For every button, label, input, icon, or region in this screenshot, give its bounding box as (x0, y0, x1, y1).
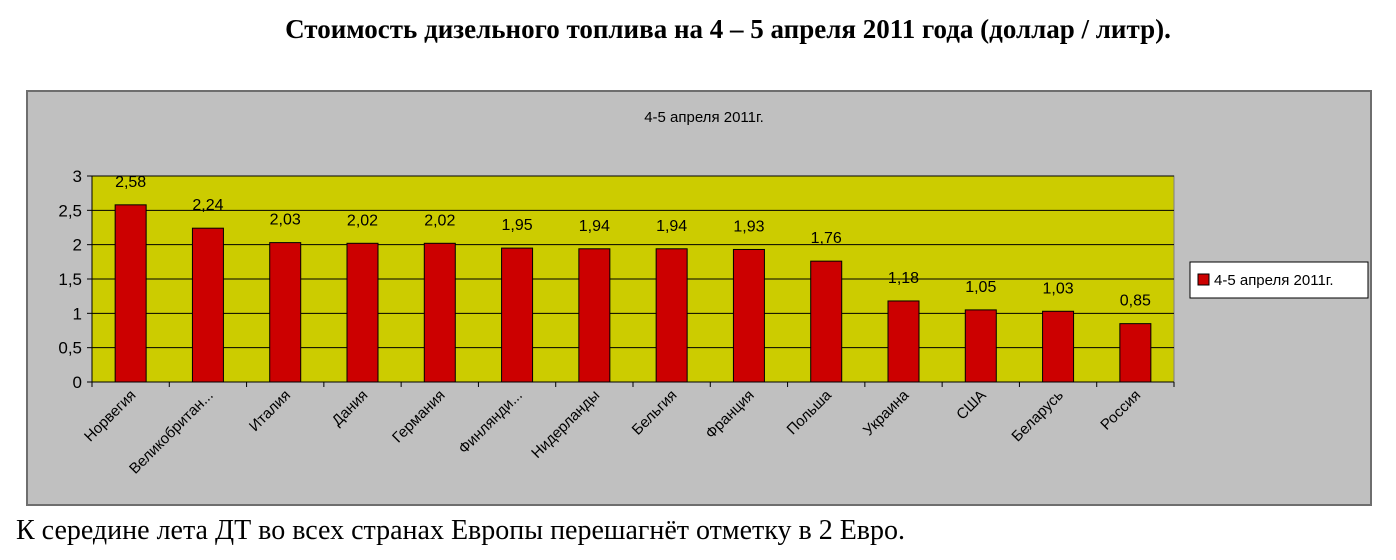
data-label: 1,18 (888, 270, 919, 287)
x-tick-label: Россия (1097, 387, 1144, 434)
bar (114, 204, 147, 383)
x-tick-label: Италия (246, 387, 294, 435)
y-tick-label: 2,5 (58, 201, 82, 220)
data-label: 1,93 (733, 218, 764, 235)
page-heading: Стоимость дизельного топлива на 4 – 5 ап… (285, 14, 1171, 44)
x-tick-label: Беларусь (1008, 387, 1067, 446)
bar (191, 227, 224, 383)
data-label: 2,02 (347, 212, 378, 229)
bar (501, 247, 534, 383)
bar (887, 300, 920, 383)
bar (964, 309, 997, 383)
bar (1119, 323, 1152, 383)
x-tick-label: США (953, 387, 989, 423)
chart-area: 4-5 апреля 2011г. 0 0,5 1 1,5 2 2,5 3 2,58 Норве… (26, 90, 1372, 506)
x-tick-label: Великобритан... (126, 387, 217, 478)
legend-label: 4-5 апреля 2011г. (1214, 272, 1334, 289)
data-label: 1,95 (502, 217, 533, 234)
bar (423, 242, 456, 383)
data-label: 2,58 (115, 174, 146, 191)
x-tick-label: Украина (860, 386, 913, 439)
legend: 4-5 апреля 2011г. (1189, 261, 1369, 299)
bar (810, 260, 843, 383)
y-tick-label: 1 (73, 304, 82, 323)
bar (1042, 310, 1075, 383)
x-tick-label: Германия (389, 387, 449, 447)
bar (578, 248, 611, 383)
data-label: 1,05 (965, 279, 996, 296)
x-tick-label: Польша (784, 386, 836, 438)
data-label: 2,24 (192, 197, 223, 214)
data-label: 2,03 (270, 212, 301, 229)
x-tick-label: Норвегия (81, 387, 139, 445)
x-tick-label: Бельгия (629, 387, 681, 439)
footer-text: К середине лета ДТ во всех странах Европ… (16, 515, 906, 546)
chart-title: 4-5 апреля 2011г. (644, 109, 764, 126)
y-tick-label: 0 (73, 373, 82, 392)
data-label: 2,02 (424, 212, 455, 229)
bar (732, 248, 765, 383)
x-tick-label: Финлянди... (455, 387, 526, 458)
data-label: 1,76 (811, 230, 842, 247)
data-label: 1,94 (579, 218, 610, 235)
data-label: 1,94 (656, 218, 687, 235)
legend-swatch (1197, 273, 1210, 286)
y-tick-label: 2 (73, 236, 82, 255)
y-tick-label: 1,5 (58, 270, 82, 289)
bar (269, 242, 302, 383)
data-label: 0,85 (1120, 293, 1151, 310)
x-tick-label: Франция (702, 387, 757, 442)
y-tick-label: 0,5 (58, 339, 82, 358)
x-tick-label: Нидерланды (528, 387, 603, 462)
data-label: 1,03 (1043, 280, 1074, 297)
bar (346, 242, 379, 383)
y-tick-label: 3 (73, 167, 82, 186)
bar (655, 248, 688, 383)
bar-chart: 4-5 апреля 2011г. 0 0,5 1 1,5 2 2,5 3 2,58 Норве… (58, 109, 1369, 478)
x-tick-label: Дания (329, 387, 372, 430)
legend-box (1189, 261, 1369, 299)
